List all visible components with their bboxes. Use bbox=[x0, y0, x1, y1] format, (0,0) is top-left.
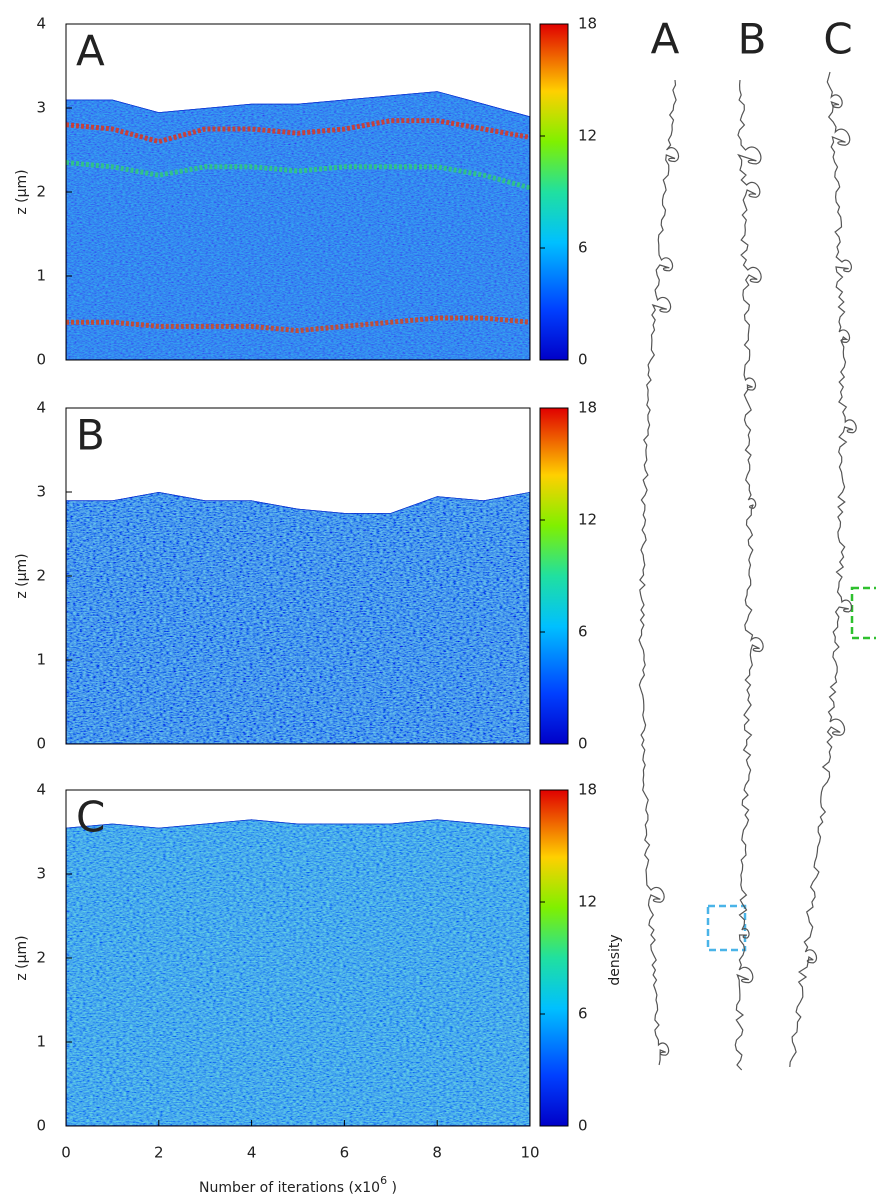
heatmap-texture bbox=[66, 91, 530, 360]
x-tick-label: 0 bbox=[61, 1144, 71, 1162]
x-tick-label: 4 bbox=[247, 1144, 257, 1162]
colorbar-tick-label: 6 bbox=[578, 1005, 588, 1023]
polymer-trace bbox=[789, 71, 857, 1068]
colorbar-tick-label: 6 bbox=[578, 623, 588, 641]
colorbar bbox=[539, 23, 569, 361]
polymer-trace bbox=[638, 79, 680, 1066]
density-band bbox=[65, 118, 531, 145]
trace-label: B bbox=[738, 15, 767, 64]
colorbar-tick-label: 0 bbox=[578, 735, 588, 753]
y-axis-label: z (μm) bbox=[14, 935, 30, 980]
highlight-box bbox=[850, 586, 876, 640]
y-axis-label: z (μm) bbox=[14, 169, 30, 214]
y-tick-label: 1 bbox=[36, 267, 46, 285]
colorbar-tick-label: 18 bbox=[578, 15, 597, 33]
y-axis-label: z (μm) bbox=[14, 553, 30, 598]
x-axis-label-text: Number of iterations (x10 bbox=[199, 1180, 380, 1196]
y-tick-label: 4 bbox=[36, 399, 46, 417]
colorbar-tick-label: 12 bbox=[578, 511, 597, 529]
density-band bbox=[66, 315, 531, 334]
colorbar-tick-label: 18 bbox=[578, 399, 597, 417]
x-axis-label-sup: 6 bbox=[380, 1174, 387, 1187]
x-axis-label: Number of iterations (x106 ) bbox=[199, 1174, 397, 1196]
colorbar-tick-label: 12 bbox=[578, 127, 597, 145]
colorbar-tick-label: 0 bbox=[578, 351, 588, 369]
panel-label: B bbox=[76, 411, 105, 460]
y-tick-label: 3 bbox=[36, 99, 46, 117]
y-tick-label: 1 bbox=[36, 651, 46, 669]
y-tick-label: 1 bbox=[36, 1033, 46, 1051]
y-tick-label: 0 bbox=[36, 735, 46, 753]
highlight-box bbox=[706, 904, 747, 952]
y-tick-label: 2 bbox=[36, 183, 46, 201]
colorbar-tick-label: 18 bbox=[578, 781, 597, 799]
colorbar bbox=[539, 407, 569, 745]
y-tick-label: 2 bbox=[36, 949, 46, 967]
y-tick-label: 0 bbox=[36, 351, 46, 369]
y-tick-label: 2 bbox=[36, 567, 46, 585]
y-tick-label: 3 bbox=[36, 865, 46, 883]
colorbar-tick-label: 0 bbox=[578, 1117, 588, 1135]
colorbar-tick-label: 6 bbox=[578, 239, 588, 257]
polymer-trace bbox=[734, 79, 764, 1071]
x-axis-label-suffix: ) bbox=[387, 1180, 397, 1196]
heatmap-texture bbox=[66, 492, 530, 744]
colorbar-label: density bbox=[607, 934, 623, 985]
x-tick-label: 8 bbox=[432, 1144, 442, 1162]
panel-label: C bbox=[76, 793, 105, 842]
panel-label: A bbox=[76, 27, 105, 76]
trace-label: A bbox=[651, 15, 680, 64]
density-top-edge bbox=[66, 91, 530, 360]
y-tick-label: 3 bbox=[36, 483, 46, 501]
colorbar bbox=[539, 789, 569, 1127]
y-tick-label: 4 bbox=[36, 15, 46, 33]
colorbar-tick-label: 12 bbox=[578, 893, 597, 911]
x-tick-label: 2 bbox=[154, 1144, 164, 1162]
x-tick-label: 10 bbox=[520, 1144, 539, 1162]
y-tick-label: 4 bbox=[36, 781, 46, 799]
y-tick-label: 0 bbox=[36, 1117, 46, 1135]
x-tick-label: 6 bbox=[340, 1144, 350, 1162]
heatmap-texture bbox=[66, 819, 530, 1126]
trace-label: C bbox=[823, 15, 852, 64]
